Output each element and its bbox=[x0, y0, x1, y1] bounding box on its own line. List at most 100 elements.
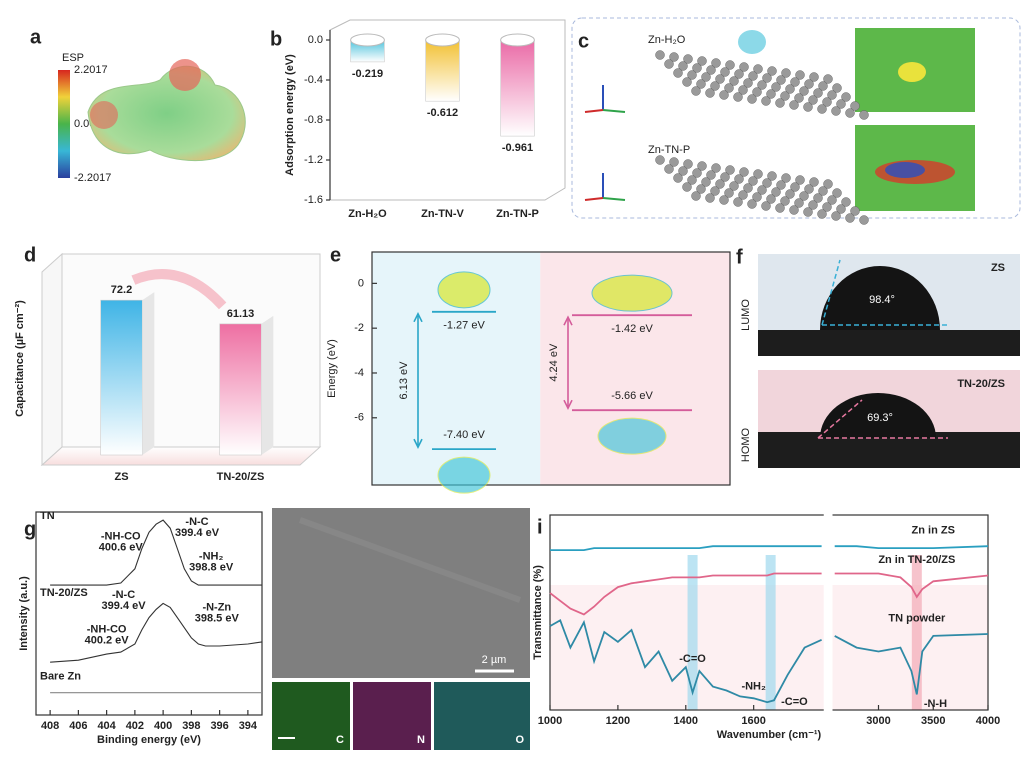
x-tick-label: Zn-TN-P bbox=[496, 208, 539, 220]
x-axis-label: Wavenumber (cm⁻¹) bbox=[717, 729, 822, 741]
atom bbox=[766, 89, 776, 99]
series-label: Zn in TN-20/ZS bbox=[878, 554, 955, 566]
atom bbox=[738, 85, 748, 95]
bar-cap bbox=[350, 33, 385, 47]
orbital bbox=[738, 30, 766, 54]
atom bbox=[803, 102, 813, 112]
y-tick-label: -4 bbox=[354, 367, 364, 379]
atom bbox=[720, 67, 730, 77]
atom bbox=[697, 161, 707, 171]
atom bbox=[817, 104, 827, 114]
level-label: -1.27 eV bbox=[443, 320, 485, 332]
atom bbox=[697, 56, 707, 66]
atom bbox=[724, 188, 734, 198]
x-tick-label: 404 bbox=[97, 720, 116, 732]
orbital bbox=[597, 417, 667, 455]
atom bbox=[715, 179, 725, 189]
atom bbox=[804, 79, 814, 89]
eds-label: N bbox=[417, 734, 425, 746]
axis-break bbox=[823, 511, 833, 714]
back-wall bbox=[41, 252, 63, 467]
atom bbox=[841, 92, 851, 102]
atom bbox=[767, 66, 777, 76]
atom bbox=[832, 83, 842, 93]
x-tick-label: 406 bbox=[69, 720, 87, 732]
colorbar-label: -2.2017 bbox=[74, 172, 111, 184]
annotation-value: 398.5 eV bbox=[195, 612, 240, 624]
atom bbox=[789, 205, 799, 215]
atom bbox=[757, 80, 767, 90]
y-axis-label: Adsorption energy (eV) bbox=[284, 54, 296, 176]
atom bbox=[809, 72, 819, 82]
atom bbox=[678, 166, 688, 176]
x-tick-label: ZS bbox=[114, 471, 128, 483]
value-label: -0.961 bbox=[502, 142, 533, 154]
atom bbox=[775, 98, 785, 108]
atom bbox=[775, 203, 785, 213]
sem-image bbox=[272, 508, 530, 678]
atom bbox=[832, 188, 842, 198]
atom bbox=[850, 101, 860, 111]
atom bbox=[664, 59, 674, 69]
floor bbox=[40, 446, 322, 466]
atom bbox=[859, 110, 869, 120]
y-tick-label: -1.2 bbox=[304, 154, 323, 166]
tangent bbox=[821, 259, 841, 326]
series-label: TN powder bbox=[888, 612, 946, 624]
atom bbox=[804, 184, 814, 194]
bar-side bbox=[261, 315, 274, 455]
atom bbox=[836, 204, 846, 214]
atom bbox=[720, 172, 730, 182]
atom bbox=[729, 76, 739, 86]
atom bbox=[678, 61, 688, 71]
series-label: TN bbox=[40, 510, 55, 522]
atom bbox=[715, 74, 725, 84]
bar bbox=[500, 39, 535, 137]
level-label: -7.40 eV bbox=[443, 429, 485, 441]
sample-label: TN-20/ZS bbox=[957, 378, 1005, 390]
atom bbox=[710, 186, 720, 196]
panel-label: i bbox=[537, 516, 543, 538]
atom bbox=[747, 199, 757, 209]
annotation: -NH-CO bbox=[101, 530, 141, 542]
atom bbox=[799, 191, 809, 201]
atom bbox=[729, 181, 739, 191]
highlight-band bbox=[687, 555, 698, 710]
row-label: Zn-TN-P bbox=[648, 144, 690, 156]
atom bbox=[818, 81, 828, 91]
y-tick-label: -2 bbox=[354, 322, 364, 334]
atom bbox=[692, 63, 702, 73]
atom bbox=[719, 195, 729, 205]
atom bbox=[781, 68, 791, 78]
value-label: -0.219 bbox=[352, 68, 383, 80]
atom bbox=[794, 93, 804, 103]
bar bbox=[219, 323, 262, 456]
atom bbox=[859, 215, 869, 225]
annotation: -C=O bbox=[679, 653, 706, 665]
bar-cap bbox=[425, 33, 460, 47]
y-tick-label: -1.6 bbox=[304, 194, 323, 206]
annotation-value: 398.8 eV bbox=[189, 562, 234, 574]
atom bbox=[696, 79, 706, 89]
x-tick-label: 1200 bbox=[606, 715, 630, 727]
atom bbox=[692, 168, 702, 178]
contact-angle: 69.3° bbox=[867, 412, 893, 424]
atom bbox=[827, 195, 837, 205]
panel-label: g bbox=[24, 518, 36, 540]
atom bbox=[691, 86, 701, 96]
x-tick-label: 408 bbox=[41, 720, 59, 732]
arrow-head bbox=[413, 312, 423, 449]
orbital bbox=[437, 456, 491, 494]
atom bbox=[762, 73, 772, 83]
atom bbox=[817, 209, 827, 219]
orbital-label: LUMO bbox=[740, 299, 752, 331]
x-axis-label: Binding energy (eV) bbox=[97, 734, 201, 746]
atom bbox=[767, 171, 777, 181]
atom bbox=[794, 198, 804, 208]
atom bbox=[687, 70, 697, 80]
surface-scratch bbox=[298, 517, 522, 603]
eds-label: C bbox=[336, 734, 344, 746]
panel-label: c bbox=[578, 30, 589, 52]
y-axis-label: Energy (eV) bbox=[326, 339, 338, 398]
annotation: -NH₂ bbox=[199, 551, 224, 563]
